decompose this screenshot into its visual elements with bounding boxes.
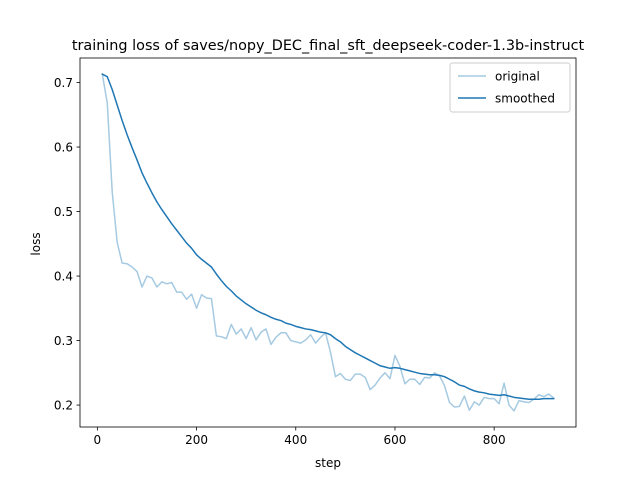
x-tick-label: 600 <box>384 433 407 447</box>
plot-area <box>101 73 555 412</box>
y-tick-label: 0.4 <box>54 269 73 283</box>
y-tick-label: 0.7 <box>54 76 73 90</box>
legend-label-original: original <box>495 69 540 83</box>
series-line-original <box>101 73 555 412</box>
x-tick-label: 200 <box>185 433 208 447</box>
series-line-smoothed <box>101 73 555 401</box>
chart-title: training loss of saves/nopy_DEC_final_sf… <box>72 38 585 54</box>
axes: 0 200 400 600 800 0.2 0.3 0.4 0.5 0.6 0.7 <box>54 57 577 447</box>
x-tick-label: 0 <box>94 433 102 447</box>
y-tick-label: 0.2 <box>54 398 73 412</box>
y-tick-label: 0.6 <box>54 140 73 154</box>
x-axis-label: step <box>315 456 341 470</box>
x-tick-label: 400 <box>284 433 307 447</box>
x-tick-label: 800 <box>483 433 506 447</box>
y-tick-label: 0.3 <box>54 334 73 348</box>
y-axis-label: loss <box>29 232 43 255</box>
y-tick-label: 0.5 <box>54 205 73 219</box>
legend: original smoothed <box>449 62 571 113</box>
axes-frame <box>79 57 577 428</box>
legend-label-smoothed: smoothed <box>495 91 555 105</box>
